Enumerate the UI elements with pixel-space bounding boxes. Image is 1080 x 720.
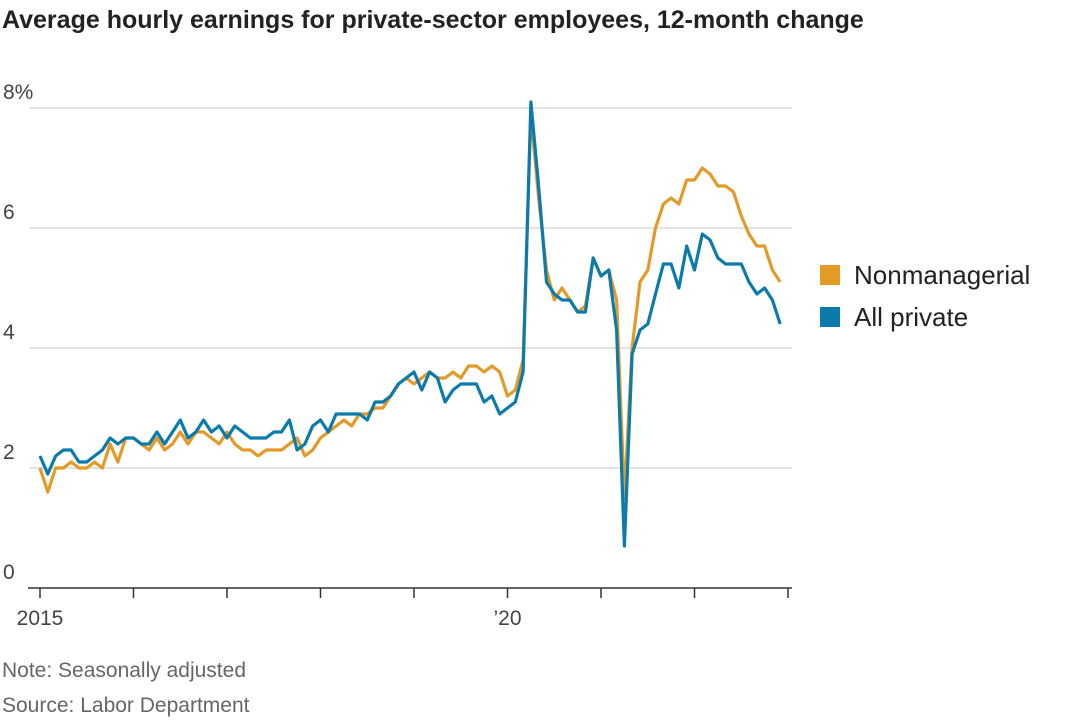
x-tick-label: ’20 bbox=[493, 607, 521, 630]
y-tick-label: 8% bbox=[3, 81, 33, 104]
legend-swatch bbox=[820, 265, 840, 285]
legend-swatch bbox=[820, 307, 840, 327]
legend-label: Nonmanagerial bbox=[854, 260, 1030, 290]
legend-label: All private bbox=[854, 302, 968, 332]
line-series bbox=[38, 100, 782, 548]
source: Source: Labor Department bbox=[2, 694, 250, 717]
chart-title: Average hourly earnings for private-sect… bbox=[2, 6, 864, 34]
note: Note: Seasonally adjusted bbox=[2, 659, 246, 682]
line-series bbox=[38, 112, 782, 500]
y-tick-label: 2 bbox=[3, 441, 15, 464]
x-tick-label: 2015 bbox=[17, 607, 64, 630]
y-tick-label: 6 bbox=[3, 201, 15, 224]
y-tick-label: 4 bbox=[3, 321, 15, 344]
y-tick-label: 0 bbox=[3, 561, 15, 584]
